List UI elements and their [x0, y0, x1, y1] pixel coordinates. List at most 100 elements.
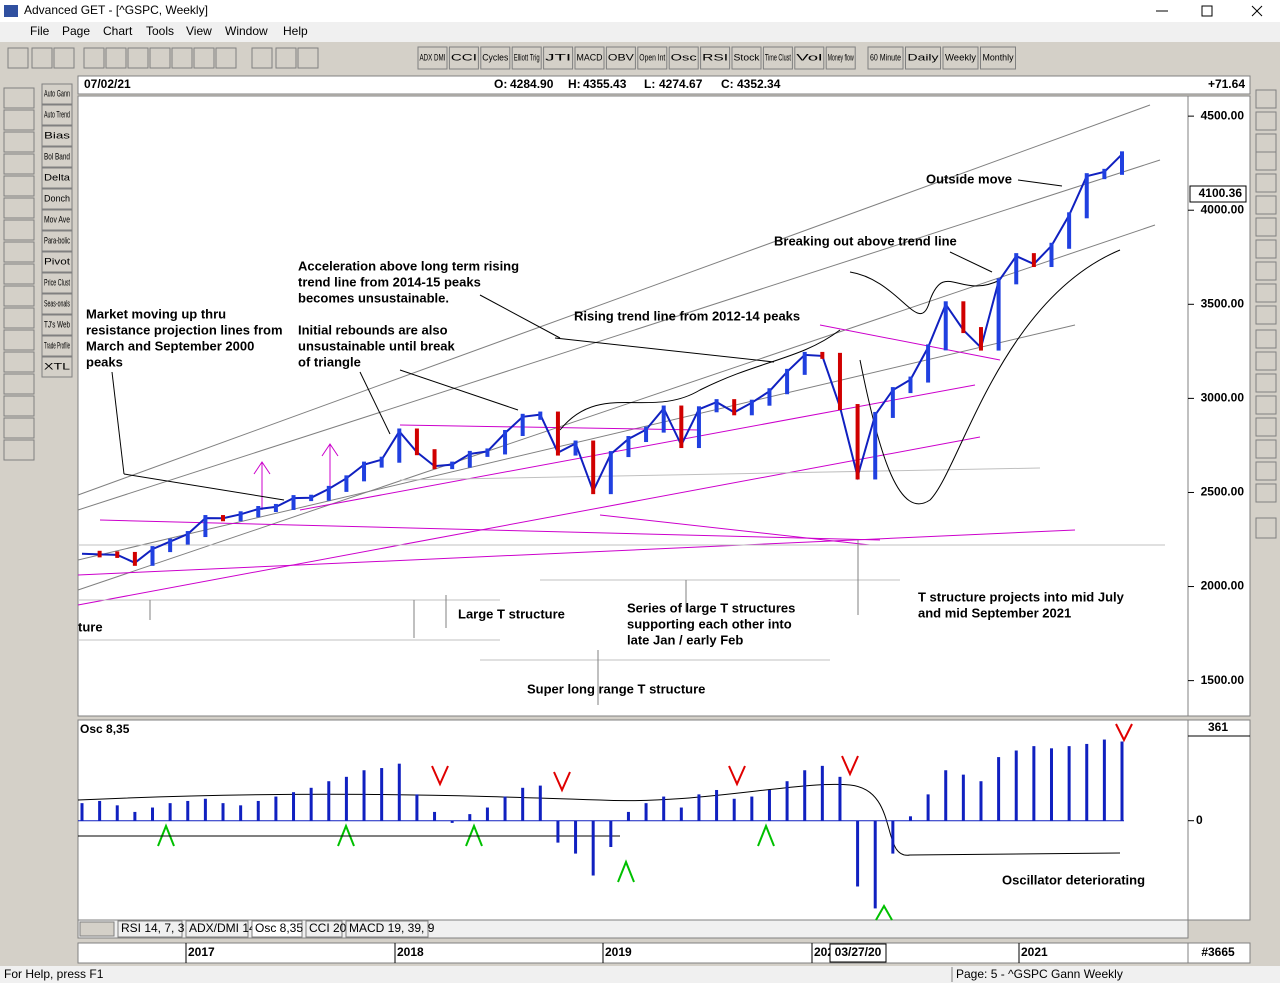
study-label[interactable]: TJ's Web: [44, 319, 70, 329]
indicator-button[interactable]: [668, 46, 699, 70]
osc-bar: [98, 800, 102, 821]
price-bar: [362, 461, 367, 482]
osc-bar: [221, 803, 225, 821]
tab-label[interactable]: Osc 8,35: [255, 921, 303, 935]
indicator-button[interactable]: [637, 46, 668, 70]
indicator-label[interactable]: Cycles: [482, 52, 508, 62]
period-button[interactable]: [980, 46, 1016, 70]
study-label[interactable]: XTL: [44, 361, 70, 371]
indicator-button[interactable]: [480, 46, 511, 70]
tab-label[interactable]: ADX/DMI 14: [189, 921, 256, 935]
menu-item[interactable]: Page: [62, 24, 90, 38]
indicator-button[interactable]: [825, 46, 856, 70]
period-button[interactable]: [867, 46, 904, 70]
study-button[interactable]: [41, 209, 73, 231]
indicator-label[interactable]: Open Int: [639, 52, 665, 62]
indicator-label[interactable]: RSI: [702, 52, 728, 62]
price-bar: [890, 387, 895, 418]
indicator-label[interactable]: Osc: [671, 52, 698, 62]
study-label[interactable]: Auto Gann: [44, 88, 70, 98]
menu-item[interactable]: Chart: [103, 24, 133, 38]
study-button[interactable]: [41, 104, 73, 126]
indicator-button[interactable]: [762, 46, 793, 70]
header-open: 4284.90: [510, 77, 554, 91]
indicator-button[interactable]: [574, 46, 605, 70]
menu-item[interactable]: Tools: [146, 24, 174, 38]
study-label[interactable]: Price Clust: [44, 277, 70, 287]
study-label[interactable]: Para-bolic: [44, 235, 70, 245]
menu-item[interactable]: File: [30, 24, 50, 38]
tab-label[interactable]: RSI 14, 7, 3: [121, 921, 185, 935]
study-label[interactable]: Trade Profile: [44, 340, 70, 350]
period-label[interactable]: Weekly: [945, 52, 977, 62]
indicator-label[interactable]: Stock: [734, 52, 761, 62]
menu-item[interactable]: Help: [283, 24, 308, 38]
period-button[interactable]: [905, 46, 941, 70]
osc-bar: [1014, 750, 1018, 821]
window-controls[interactable]: [1156, 0, 1280, 22]
period-label[interactable]: 60 Minute: [870, 52, 901, 62]
indicator-button[interactable]: [605, 46, 636, 70]
indicator-button[interactable]: [731, 46, 762, 70]
right-tools[interactable]: [1255, 89, 1277, 539]
indicator-label[interactable]: MACD: [577, 52, 603, 62]
indicator-tab[interactable]: [251, 920, 303, 938]
indicator-button[interactable]: [417, 46, 448, 70]
indicator-button[interactable]: [511, 46, 542, 70]
study-label[interactable]: Mov Ave: [44, 214, 70, 224]
osc-bar: [274, 796, 278, 821]
study-button[interactable]: [41, 83, 73, 105]
period-label[interactable]: Monthly: [983, 52, 1014, 62]
price-bar: [679, 405, 684, 449]
study-label[interactable]: Bias: [44, 130, 71, 140]
indicator-button[interactable]: [448, 46, 479, 70]
indicator-label[interactable]: CCI: [451, 52, 477, 62]
study-label[interactable]: Pivot: [44, 256, 71, 266]
study-button[interactable]: [41, 356, 73, 378]
period-button[interactable]: [942, 46, 979, 70]
indicator-tab[interactable]: [117, 920, 183, 938]
indicator-button[interactable]: [700, 46, 731, 70]
study-button[interactable]: [41, 251, 73, 273]
price-bar: [485, 448, 490, 457]
study-button[interactable]: [41, 335, 73, 357]
tab-label[interactable]: CCI 20: [309, 921, 347, 935]
drawing-tools[interactable]: [3, 87, 35, 461]
osc-bar: [626, 811, 630, 821]
study-label[interactable]: Auto Trend: [44, 109, 70, 119]
menu-item[interactable]: Window: [225, 24, 268, 38]
study-label[interactable]: Seas-onals: [44, 298, 70, 308]
period-label[interactable]: Daily: [908, 52, 940, 62]
study-button[interactable]: [41, 314, 73, 336]
indicator-button[interactable]: [543, 46, 574, 70]
study-label[interactable]: Donch: [44, 193, 70, 203]
menu-item[interactable]: View: [186, 24, 212, 38]
price-bar: [696, 406, 701, 449]
indicator-label[interactable]: ADX DMI: [420, 52, 446, 62]
indicator-tab[interactable]: [345, 920, 429, 938]
tab-label[interactable]: MACD 19, 39, 9: [349, 921, 435, 935]
indicator-label[interactable]: JTI: [545, 52, 571, 62]
annotation: Outside move: [926, 171, 1012, 186]
indicator-button[interactable]: [794, 46, 825, 70]
study-button[interactable]: [41, 293, 73, 315]
indicator-label[interactable]: Vol: [796, 52, 822, 62]
file-tools[interactable]: [7, 47, 319, 69]
study-button[interactable]: [41, 230, 73, 252]
indicator-tab[interactable]: [305, 920, 343, 938]
indicator-label[interactable]: Money flow: [828, 52, 854, 62]
study-label[interactable]: Bol Band: [44, 151, 70, 161]
study-button[interactable]: [41, 125, 73, 147]
indicator-tab[interactable]: [185, 920, 249, 938]
indicator-label[interactable]: OBV: [608, 52, 634, 62]
indicator-label[interactable]: Time Clust: [765, 52, 791, 62]
year-label: 2018: [397, 945, 424, 959]
tab-nav[interactable]: [79, 921, 115, 937]
study-button[interactable]: [41, 272, 73, 294]
study-button[interactable]: [41, 167, 73, 189]
study-label[interactable]: Delta: [44, 172, 70, 182]
indicator-label[interactable]: Elliott Trig: [514, 52, 540, 62]
study-button[interactable]: [41, 146, 73, 168]
price-bar: [520, 413, 525, 437]
study-button[interactable]: [41, 188, 73, 210]
